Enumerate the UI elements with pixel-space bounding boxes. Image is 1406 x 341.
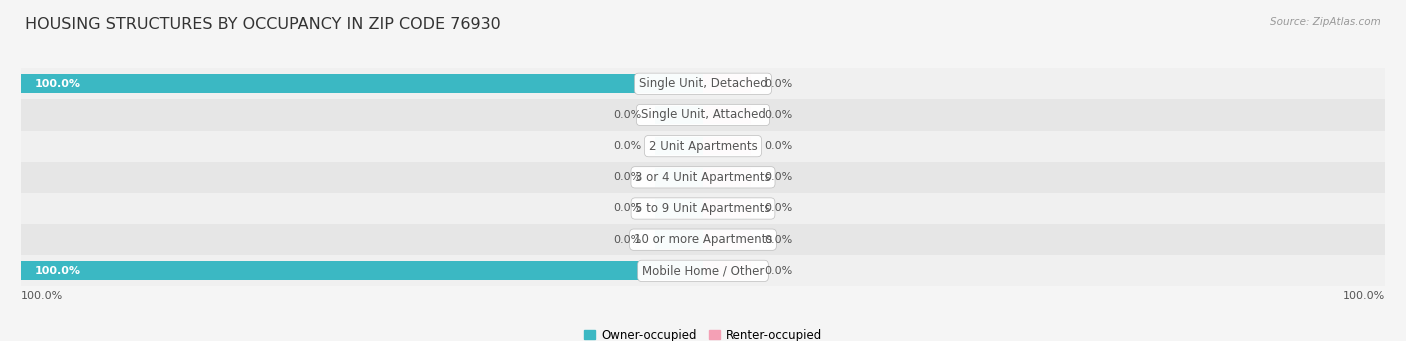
Text: 0.0%: 0.0%: [613, 110, 641, 120]
Text: 100.0%: 100.0%: [1343, 291, 1385, 301]
Text: Source: ZipAtlas.com: Source: ZipAtlas.com: [1270, 17, 1381, 27]
Bar: [655, 199, 703, 218]
Bar: [21, 99, 1385, 131]
Bar: [703, 106, 751, 124]
Text: Mobile Home / Other: Mobile Home / Other: [641, 264, 765, 277]
Bar: [703, 230, 751, 249]
Text: HOUSING STRUCTURES BY OCCUPANCY IN ZIP CODE 76930: HOUSING STRUCTURES BY OCCUPANCY IN ZIP C…: [25, 17, 501, 32]
Bar: [703, 74, 751, 93]
Bar: [21, 224, 1385, 255]
Legend: Owner-occupied, Renter-occupied: Owner-occupied, Renter-occupied: [583, 329, 823, 341]
Text: 2 Unit Apartments: 2 Unit Apartments: [648, 140, 758, 153]
Text: 0.0%: 0.0%: [765, 172, 793, 182]
Text: 0.0%: 0.0%: [765, 79, 793, 89]
Text: 0.0%: 0.0%: [765, 110, 793, 120]
Bar: [21, 193, 1385, 224]
Bar: [21, 68, 1385, 99]
Text: 0.0%: 0.0%: [613, 172, 641, 182]
Text: 0.0%: 0.0%: [765, 141, 793, 151]
Bar: [703, 137, 751, 155]
Bar: [703, 168, 751, 187]
Bar: [655, 168, 703, 187]
Text: 0.0%: 0.0%: [765, 235, 793, 245]
Bar: [21, 74, 703, 93]
Bar: [655, 230, 703, 249]
Text: 0.0%: 0.0%: [613, 204, 641, 213]
Text: 100.0%: 100.0%: [35, 266, 80, 276]
Text: 100.0%: 100.0%: [21, 291, 63, 301]
Text: Single Unit, Detached: Single Unit, Detached: [638, 77, 768, 90]
Text: 100.0%: 100.0%: [35, 79, 80, 89]
Text: 0.0%: 0.0%: [613, 141, 641, 151]
Bar: [21, 262, 703, 280]
Text: 10 or more Apartments: 10 or more Apartments: [634, 233, 772, 246]
Bar: [21, 255, 1385, 286]
Text: 0.0%: 0.0%: [613, 235, 641, 245]
Text: 0.0%: 0.0%: [765, 266, 793, 276]
Bar: [703, 262, 751, 280]
Bar: [21, 131, 1385, 162]
Text: 3 or 4 Unit Apartments: 3 or 4 Unit Apartments: [636, 171, 770, 184]
Bar: [703, 199, 751, 218]
Text: 5 to 9 Unit Apartments: 5 to 9 Unit Apartments: [636, 202, 770, 215]
Bar: [655, 106, 703, 124]
Text: Single Unit, Attached: Single Unit, Attached: [641, 108, 765, 121]
Bar: [21, 162, 1385, 193]
Text: 0.0%: 0.0%: [765, 204, 793, 213]
Bar: [655, 137, 703, 155]
